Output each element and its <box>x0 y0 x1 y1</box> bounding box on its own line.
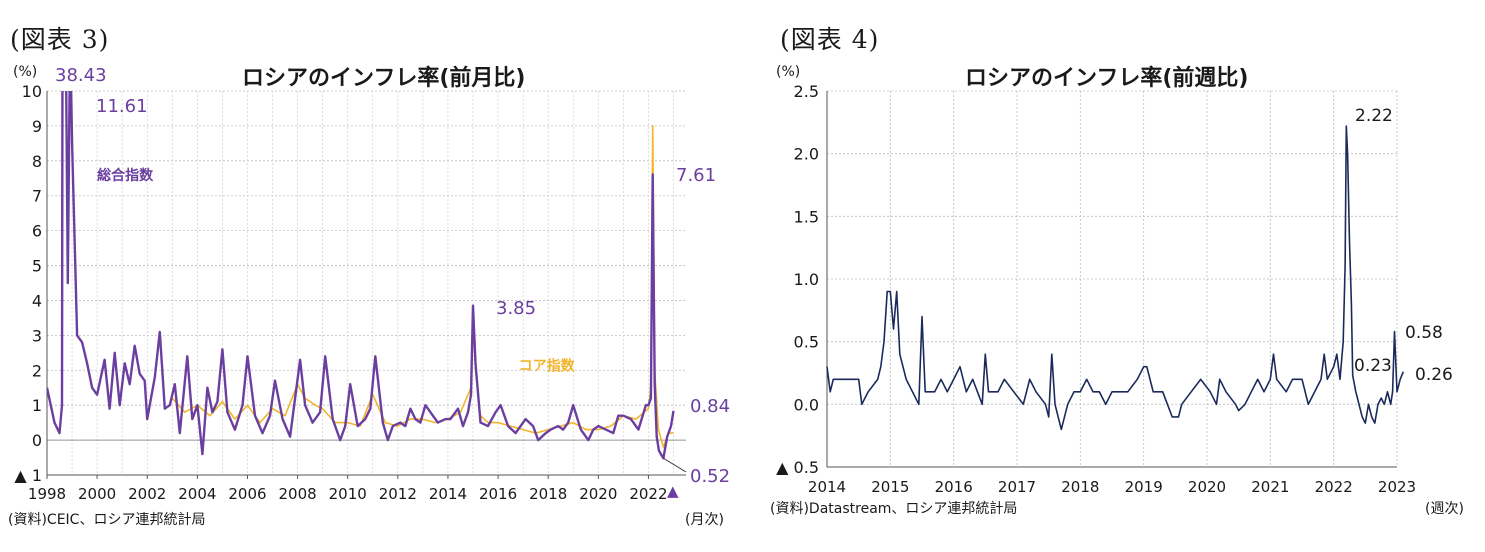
y-tick-label: 4 <box>32 291 42 310</box>
series-line-core <box>171 125 674 448</box>
x-tick-label: 2004 <box>178 485 216 503</box>
x-tick-label: 2017 <box>998 478 1036 496</box>
x-tick-label: 2008 <box>278 485 316 503</box>
x-tick-label: 1998 <box>28 485 66 503</box>
y-tick-label: 2 <box>32 361 42 380</box>
figure-label: (図表 4) <box>780 25 880 54</box>
annotation-2022-low: 0.52 <box>690 466 730 487</box>
x-tick-label: 2015 <box>871 478 909 496</box>
annotation-2022-peak: 2.22 <box>1355 106 1393 126</box>
annotation-2022-peak: 7.61 <box>676 165 716 186</box>
negative-marker-icon: ▲ <box>667 482 679 500</box>
y-axis-unit: (%) <box>776 64 801 80</box>
x-tick-label: 2014 <box>429 485 467 503</box>
y-tick-label: 6 <box>32 222 42 241</box>
x-tick-label: 2016 <box>935 478 973 496</box>
y-axis-unit: (%) <box>13 64 38 80</box>
series-line-total <box>47 91 675 460</box>
frequency-note: (週次) <box>1425 501 1464 517</box>
annotation-1998: 11.61 <box>96 96 148 117</box>
y-tick-label: ▲ 0.5 <box>776 458 819 477</box>
chart-title: ロシアのインフレ率(前月比) <box>242 66 526 91</box>
x-tick-label: 2016 <box>479 485 517 503</box>
x-tick-label: 2006 <box>228 485 266 503</box>
chart-panel-weekly: (図表 4) ロシアのインフレ率(前週比) (%) (資料)Datastream… <box>760 0 1485 552</box>
annotation-leader-line <box>663 457 687 473</box>
x-tick-label: 2023 <box>1378 478 1416 496</box>
chart-panel-monthly: (図表 3) ロシアのインフレ率(前月比) (%) (資料)CEIC、ロシア連邦… <box>0 0 740 552</box>
x-tick-label: 2012 <box>379 485 417 503</box>
chart-plot: ▲ 1 0 1 2 3 4 5 6 7 8 9 10 1998 2000 2002 2004 2006 2008 2… <box>14 65 730 503</box>
x-tick-label: 2018 <box>1061 478 1099 496</box>
series-label-total: 総合指数 <box>97 167 154 184</box>
x-tick-label: 2018 <box>529 485 567 503</box>
y-tick-label: 5 <box>32 257 42 276</box>
y-tick-label: 0.5 <box>794 333 819 352</box>
source-note: (資料)Datastream、ロシア連邦統計局 <box>770 501 1018 517</box>
y-tick-label: 9 <box>32 117 42 136</box>
annotation-latest: 0.84 <box>690 396 730 417</box>
x-tick-label: 2020 <box>579 485 617 503</box>
source-note: (資料)CEIC、ロシア連邦統計局 <box>8 512 206 528</box>
chart-title: ロシアのインフレ率(前週比) <box>965 66 1249 91</box>
x-tick-label: 2021 <box>1251 478 1289 496</box>
y-tick-label: 0.0 <box>794 395 819 414</box>
annotation-2022-low: 0.23 <box>1354 356 1392 376</box>
x-tick-label: 2010 <box>329 485 367 503</box>
series-line-weekly <box>826 125 1405 431</box>
y-tick-label: ▲ 1 <box>14 466 42 485</box>
x-tick-label: 2002 <box>128 485 166 503</box>
y-tick-label: 3 <box>32 326 42 345</box>
y-tick-label: 2.0 <box>794 145 819 164</box>
y-tick-label: 0 <box>32 431 42 450</box>
x-tick-label: 2022 <box>1315 478 1353 496</box>
frequency-note: (月次) <box>685 512 724 528</box>
x-tick-label: 2022 <box>629 485 667 503</box>
y-tick-label: 8 <box>32 152 42 171</box>
x-tick-label: 2019 <box>1125 478 1163 496</box>
y-tick-label: 1 <box>32 396 42 415</box>
annotation-2023-spike: 0.58 <box>1405 323 1443 343</box>
figure-label: (図表 3) <box>10 25 110 54</box>
y-tick-label: 1.0 <box>794 270 819 289</box>
annotation-peak-1998: 38.43 <box>55 65 107 86</box>
x-tick-label: 2000 <box>78 485 116 503</box>
y-tick-label: 7 <box>32 187 42 206</box>
annotation-latest: 0.26 <box>1415 365 1453 385</box>
series-label-core: コア指数 <box>519 357 576 374</box>
annotation-2015: 3.85 <box>496 298 536 319</box>
y-tick-label: 2.5 <box>794 82 819 101</box>
y-tick-label: 10 <box>22 82 42 101</box>
chart-plot: ▲ 0.5 0.0 0.5 1.0 1.5 2.0 2.5 2014 2015 2016 2017 2… <box>776 82 1453 496</box>
x-tick-label: 2014 <box>808 478 846 496</box>
x-tick-label: 2020 <box>1188 478 1226 496</box>
y-tick-label: 1.5 <box>794 207 819 226</box>
